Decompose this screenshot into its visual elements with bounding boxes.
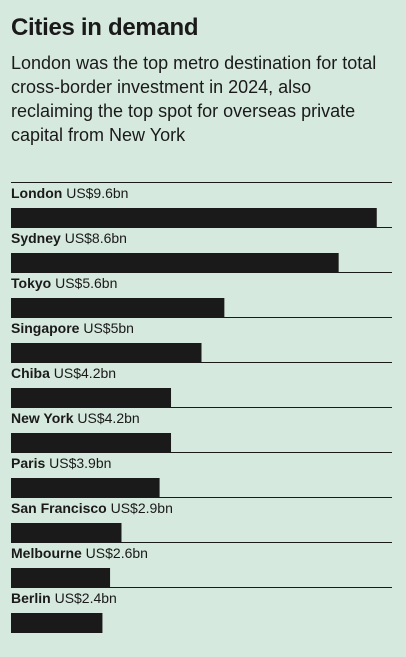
value-label: US$2.4bn bbox=[51, 590, 117, 606]
bar-label-london: London US$9.6bn bbox=[11, 185, 128, 201]
value-label: US$8.6bn bbox=[61, 230, 127, 246]
value-label: US$9.6bn bbox=[62, 185, 128, 201]
bar-melbourne bbox=[11, 568, 111, 588]
bar-new-york bbox=[11, 433, 172, 453]
value-label: US$5.6bn bbox=[51, 275, 117, 291]
bar-label-paris: Paris US$3.9bn bbox=[11, 455, 111, 471]
category-label: New York bbox=[11, 410, 74, 426]
value-label: US$2.6bn bbox=[82, 545, 148, 561]
category-label: Singapore bbox=[11, 320, 80, 336]
bar-label-new-york: New York US$4.2bn bbox=[11, 410, 140, 426]
value-label: US$2.9bn bbox=[107, 500, 173, 516]
category-label: Berlin bbox=[11, 590, 51, 606]
chart-subtitle: London was the top metro destination for… bbox=[11, 53, 377, 145]
category-label: Tokyo bbox=[11, 275, 51, 291]
bar-sydney bbox=[11, 253, 339, 273]
bar-san-francisco bbox=[11, 523, 122, 543]
bar-tokyo bbox=[11, 298, 225, 318]
bar-label-melbourne: Melbourne US$2.6bn bbox=[11, 545, 148, 561]
bar-label-singapore: Singapore US$5bn bbox=[11, 320, 134, 336]
bar-label-sydney: Sydney US$8.6bn bbox=[11, 230, 127, 246]
value-label: US$5bn bbox=[79, 320, 133, 336]
bar-label-berlin: Berlin US$2.4bn bbox=[11, 590, 117, 606]
value-label: US$3.9bn bbox=[45, 455, 111, 471]
category-label: Chiba bbox=[11, 365, 50, 381]
category-label: San Francisco bbox=[11, 500, 107, 516]
category-label: Sydney bbox=[11, 230, 61, 246]
bar-berlin bbox=[11, 613, 103, 633]
value-label: US$4.2bn bbox=[74, 410, 140, 426]
bar-singapore bbox=[11, 343, 202, 363]
chart-title: Cities in demand bbox=[11, 14, 199, 41]
category-label: Paris bbox=[11, 455, 45, 471]
category-label: Melbourne bbox=[11, 545, 82, 561]
bar-label-chiba: Chiba US$4.2bn bbox=[11, 365, 116, 381]
category-label: London bbox=[11, 185, 62, 201]
bar-label-san-francisco: San Francisco US$2.9bn bbox=[11, 500, 173, 516]
bar-chiba bbox=[11, 388, 172, 408]
bar-label-tokyo: Tokyo US$5.6bn bbox=[11, 275, 117, 291]
bar-paris bbox=[11, 478, 160, 498]
value-label: US$4.2bn bbox=[50, 365, 116, 381]
bar-london bbox=[11, 208, 377, 228]
